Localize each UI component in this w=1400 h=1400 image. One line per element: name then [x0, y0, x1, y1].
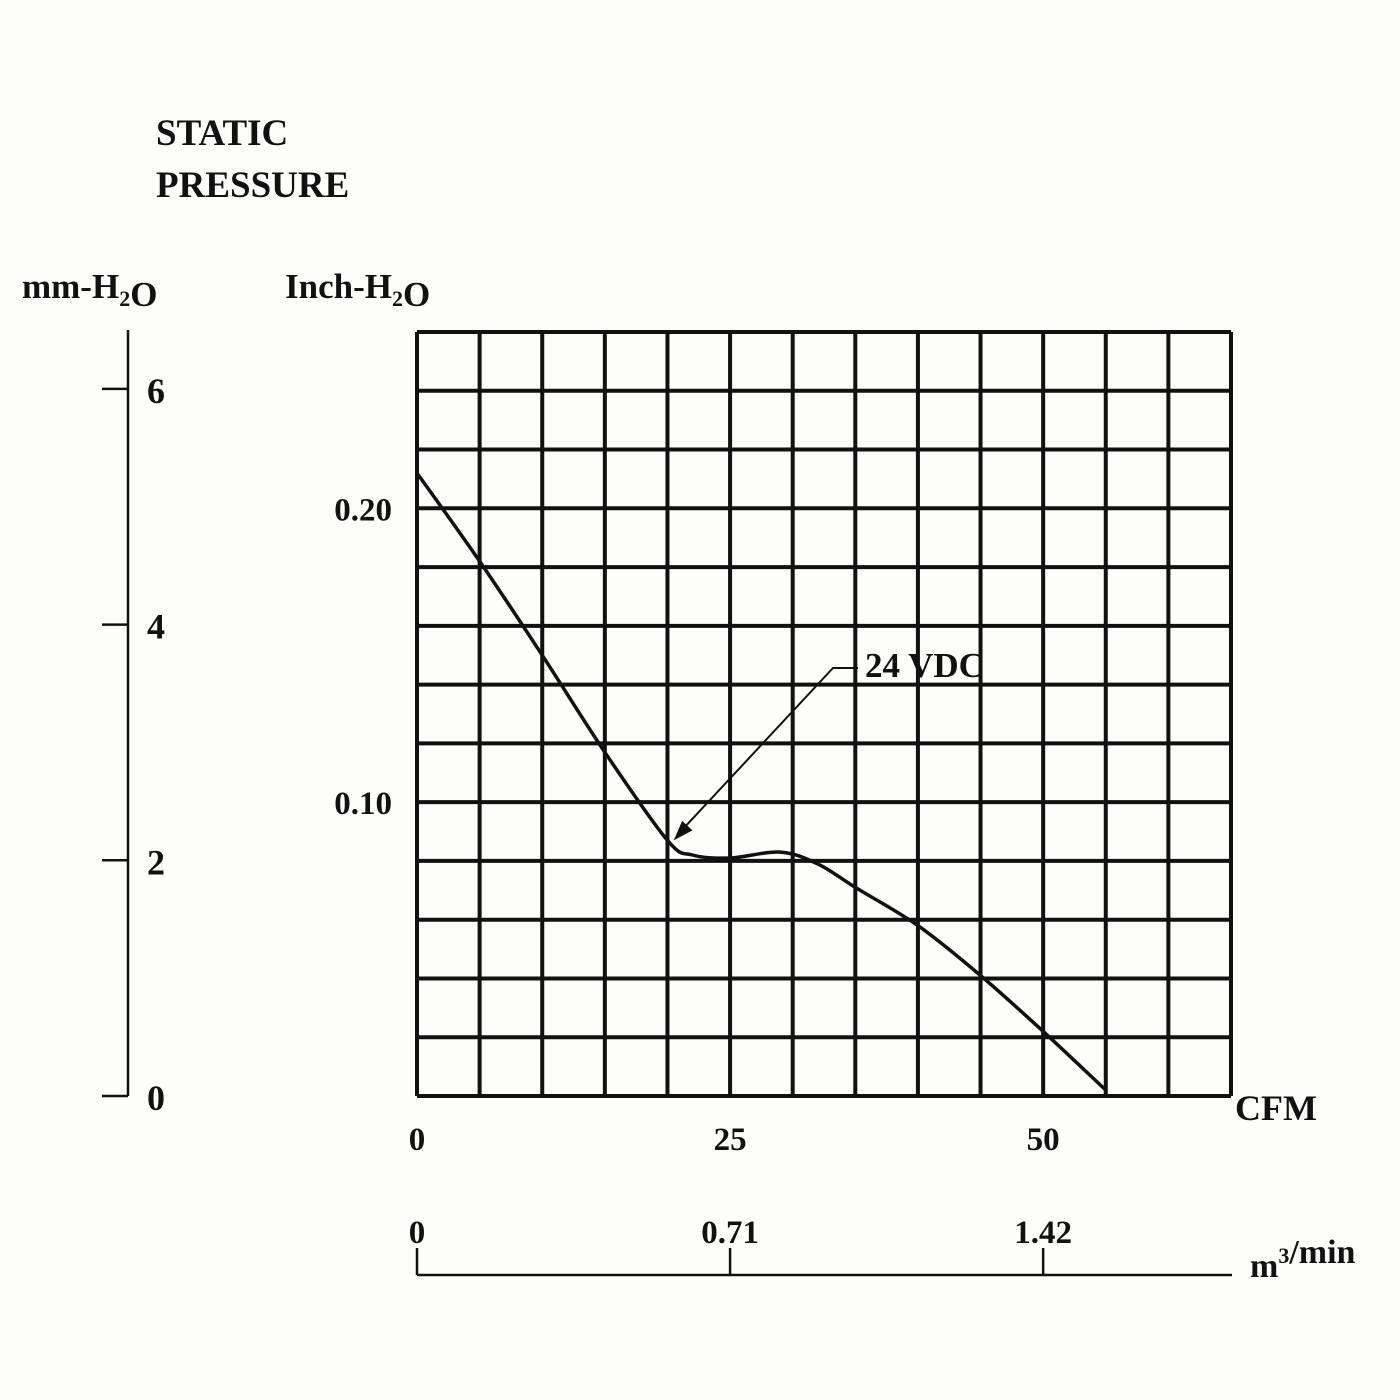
- cfm-tick-labels: 0 25 50: [409, 1122, 1060, 1158]
- mm-h2o-axis: 6 4 2 0: [102, 330, 165, 1118]
- inch-h2o-tick-labels: 0.20 0.10: [334, 492, 392, 822]
- m3-min-axis: 0 0.71 1.42: [409, 1215, 1232, 1277]
- m3-min-tick-label: 0: [409, 1215, 426, 1251]
- series-line-24vdc: [415, 471, 1107, 1092]
- mm-h2o-tick-label: 2: [147, 842, 165, 882]
- cfm-tick-label: 25: [714, 1122, 747, 1158]
- m3-min-unit-label: m3/min: [1250, 1234, 1356, 1285]
- chart-title-line-1: STATIC: [156, 113, 288, 154]
- inch-h2o-unit-label: Inch-H2O: [285, 267, 430, 314]
- mm-h2o-unit-text: mm-H2O: [22, 267, 157, 314]
- m3-min-tick-label: 1.42: [1014, 1215, 1072, 1251]
- plot-grid: [415, 330, 1233, 1098]
- m3-min-tick-label: 0.71: [701, 1215, 759, 1251]
- mm-h2o-tick-label: 6: [147, 371, 165, 411]
- mm-h2o-unit-label: mm-H2O: [22, 267, 157, 314]
- m3-min-unit-text: m3/min: [1250, 1234, 1356, 1285]
- series-annotation: 24 VDC: [673, 646, 984, 841]
- cfm-tick-label: 0: [409, 1122, 426, 1158]
- inch-h2o-tick-label: 0.20: [334, 492, 392, 528]
- inch-h2o-unit-text: Inch-H2O: [285, 267, 430, 314]
- cfm-unit-label: CFM: [1235, 1088, 1317, 1128]
- annotation-pointer-line: [680, 667, 858, 832]
- mm-h2o-tick-label: 0: [147, 1078, 165, 1118]
- chart-title-line-2: PRESSURE: [156, 165, 349, 206]
- annotation-arrowhead: [673, 820, 693, 841]
- inch-h2o-tick-label: 0.10: [334, 786, 392, 822]
- mm-h2o-tick-label: 4: [147, 607, 165, 647]
- series-layer: [415, 471, 1107, 1092]
- annotation-label: 24 VDC: [865, 646, 984, 685]
- cfm-tick-label: 50: [1027, 1122, 1060, 1158]
